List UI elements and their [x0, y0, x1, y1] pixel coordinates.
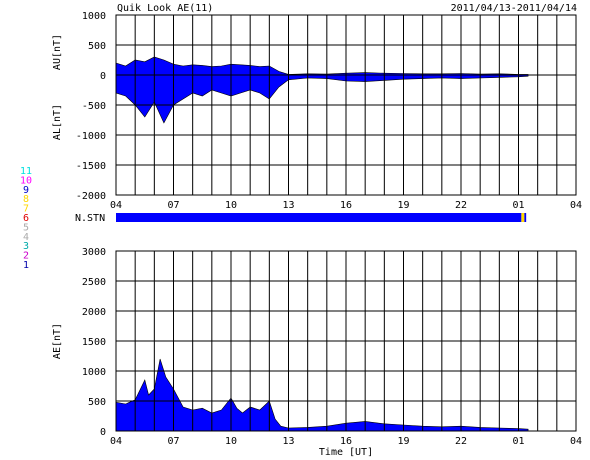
- bottom-ytick-label: 3000: [82, 247, 106, 258]
- status-bar-marker: [521, 213, 525, 222]
- bottom-xtick-label: 13: [282, 436, 294, 447]
- chart-title: Quik Look AE(11): [117, 3, 213, 14]
- bottom-series-1: [115, 358, 529, 432]
- status-bar-segment: [524, 213, 527, 222]
- bottom-xtick-label: 10: [225, 436, 237, 447]
- top-ytick-label: -2000: [76, 191, 106, 202]
- top-xtick-label: 16: [340, 200, 352, 211]
- top-xtick-label: 07: [167, 200, 179, 211]
- status-bar-segment: [116, 213, 522, 222]
- top-ytick-label: 0: [100, 71, 106, 82]
- top-ytick-label: -1500: [76, 161, 106, 172]
- top-ytick-label: -500: [82, 101, 106, 112]
- x-axis-label: Time [UT]: [319, 447, 373, 458]
- station-key-label: 5: [23, 222, 29, 233]
- top-xtick-label: 04: [110, 200, 122, 211]
- bottom-ytick-label: 2500: [82, 277, 106, 288]
- bottom-xtick-label: 16: [340, 436, 352, 447]
- station-status-bar: N.STN: [75, 213, 527, 224]
- ae-axis-label: AE[nT]: [52, 323, 63, 359]
- date-range: 2011/04/13-2011/04/14: [451, 3, 577, 14]
- top-xtick-label: 13: [282, 200, 294, 211]
- bottom-ytick-label: 0: [100, 427, 106, 438]
- bottom-xtick-label: 04: [110, 436, 122, 447]
- bottom-frame: [115, 250, 577, 432]
- bottom-xtick-label: 22: [455, 436, 467, 447]
- bottom-ytick-label: 500: [88, 397, 106, 408]
- top-frame: [115, 14, 577, 196]
- ae-panel: 3000 2500 2000 1500 1000 500 0 04 07 10 13 16 19 22 0…: [52, 247, 582, 458]
- top-ytick-label: 500: [88, 41, 106, 52]
- top-xtick-label: 10: [225, 200, 237, 211]
- bottom-ytick-label: 1000: [82, 367, 106, 378]
- bottom-xtick-label: 01: [512, 436, 524, 447]
- top-series-2: [115, 74, 529, 124]
- station-key-label: 6: [23, 213, 29, 224]
- station-key-label: 8: [23, 194, 29, 205]
- status-bar-label: N.STN: [75, 213, 105, 224]
- station-key-label: 10: [20, 175, 32, 186]
- station-key-label: 3: [23, 241, 29, 252]
- top-xtick-label: 04: [570, 200, 582, 211]
- bottom-ytick-label: 1500: [82, 337, 106, 348]
- top-series-1: [115, 56, 529, 76]
- station-key-label: 9: [23, 185, 29, 196]
- station-key-label: 1: [23, 260, 29, 271]
- top-xtick-label: 22: [455, 200, 467, 211]
- top-xtick-label: 19: [397, 200, 409, 211]
- station-key-label: 2: [23, 251, 29, 262]
- station-key-label: 7: [23, 204, 29, 215]
- top-ytick-label: 1000: [82, 11, 106, 22]
- bottom-xtick-label: 04: [570, 436, 582, 447]
- au-axis-label: AU[nT]: [52, 34, 63, 70]
- top-xtick-label: 01: [512, 200, 524, 211]
- top-ytick-label: -1000: [76, 131, 106, 142]
- station-key-label: 4: [23, 232, 29, 243]
- bottom-ytick-label: 2000: [82, 307, 106, 318]
- au-al-panel: 1000 500 0 -500 -1000 -1500 -2000 04 07 10 13 16 19…: [52, 11, 582, 211]
- bottom-xtick-label: 19: [397, 436, 409, 447]
- station-key-label: 11: [20, 166, 32, 177]
- al-axis-label: AL[nT]: [52, 104, 63, 140]
- bottom-xtick-label: 07: [167, 436, 179, 447]
